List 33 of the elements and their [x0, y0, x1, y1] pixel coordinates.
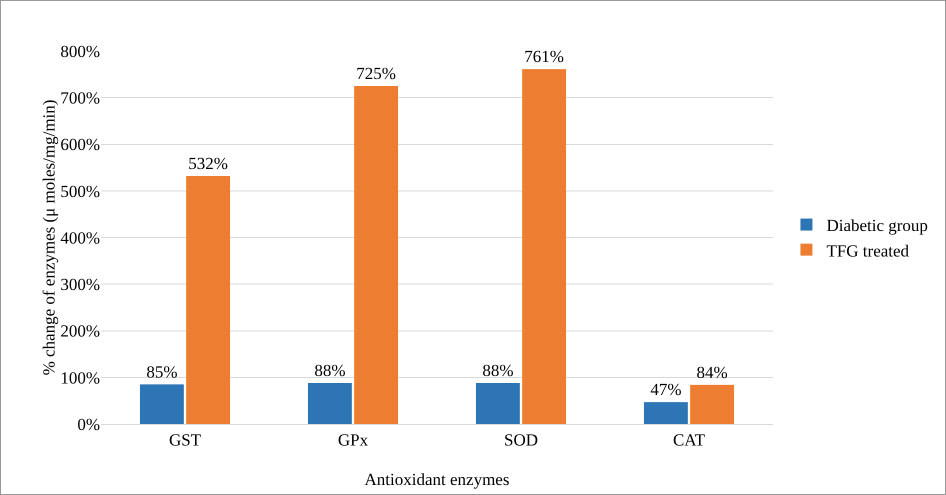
x-tick-label: CAT [672, 430, 706, 450]
y-tick-label: 600% [60, 135, 100, 154]
bar [186, 176, 230, 424]
x-tick-label: GPx [338, 430, 369, 450]
bar [140, 384, 184, 424]
y-axis-title: % change of enzymes (μ moles/mg/min) [39, 100, 58, 376]
y-tick-label: 400% [60, 228, 100, 248]
y-tick-label: 800% [60, 42, 100, 61]
bar [522, 69, 566, 424]
legend-label: Diabetic group [826, 216, 928, 236]
data-label: 88% [314, 360, 346, 380]
y-tick-label: 700% [60, 88, 100, 108]
data-label: 761% [524, 47, 564, 66]
bar [644, 402, 688, 424]
y-tick-label: 0% [77, 414, 100, 434]
x-axis-title: Antioxidant enzymes [364, 470, 510, 489]
bar [476, 382, 520, 424]
data-label: 88% [482, 360, 514, 380]
x-tick-label: SOD [504, 430, 538, 450]
y-tick-label: 500% [60, 182, 100, 201]
data-label: 725% [356, 64, 396, 83]
x-tick-label: GST [168, 430, 202, 450]
data-label: 47% [650, 380, 682, 400]
y-tick-label: 300% [60, 275, 100, 294]
y-tick-label: 200% [60, 322, 100, 341]
legend-label: TFG treated [826, 241, 910, 260]
bar [354, 86, 398, 424]
bar [690, 384, 734, 424]
y-tick-label: 100% [60, 368, 100, 388]
data-label: 84% [696, 362, 728, 382]
bar [308, 382, 352, 424]
data-label: 85% [146, 362, 178, 382]
data-label: 532% [188, 154, 228, 173]
